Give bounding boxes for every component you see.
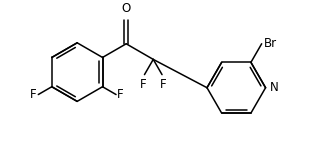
Text: F: F	[140, 78, 147, 91]
Text: Br: Br	[264, 37, 277, 50]
Text: F: F	[160, 78, 166, 91]
Text: F: F	[117, 88, 124, 101]
Text: F: F	[30, 88, 36, 101]
Text: O: O	[122, 3, 131, 15]
Text: N: N	[270, 81, 278, 94]
